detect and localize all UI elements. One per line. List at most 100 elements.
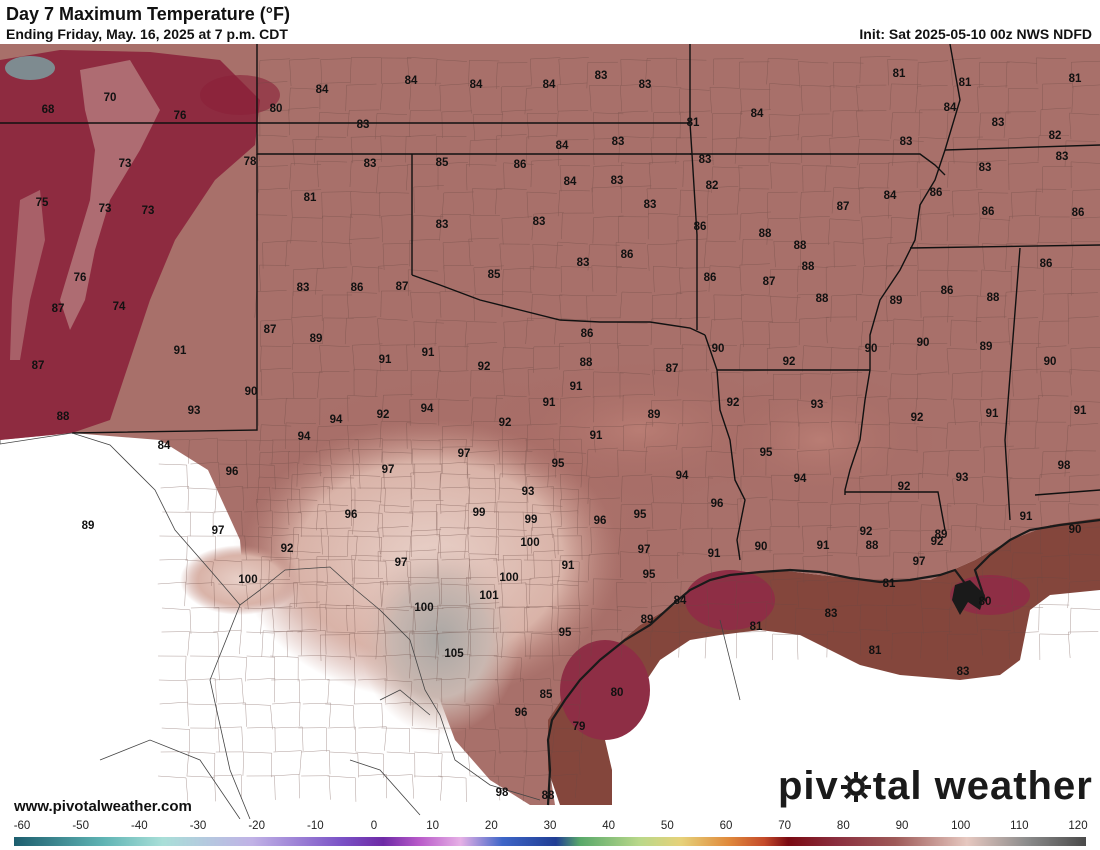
color-scale-gradient (14, 837, 1086, 846)
scale-tick-label: 120 (1068, 820, 1088, 832)
border-newmexico-texas (71, 154, 258, 434)
temperature-label: 97 (395, 557, 408, 569)
temperature-label: 94 (421, 403, 434, 415)
hottest-zone (360, 545, 520, 735)
rocky-mountain-cool-zone (0, 50, 260, 440)
gulf-coastline (546, 518, 1100, 806)
border-illinois-missouri (944, 44, 961, 151)
temperature-label: 96 (594, 515, 607, 527)
temperature-label: 83 (992, 117, 1005, 129)
temperature-label: 90 (712, 343, 725, 355)
temperature-label: 92 (478, 361, 491, 373)
temperature-label: 89 (82, 520, 95, 532)
temperature-label: 87 (264, 324, 277, 336)
temperature-label: 74 (113, 301, 126, 313)
border-mississippi-river (844, 149, 946, 495)
temperature-label: 83 (639, 79, 652, 91)
temperature-label: 84 (884, 190, 897, 202)
scale-tick-label: 10 (426, 820, 440, 832)
scale-tick-label: 20 (484, 820, 498, 832)
mexico-border (0, 432, 741, 819)
temperature-label: 88 (802, 261, 815, 273)
temperature-label: 86 (704, 272, 717, 284)
scale-tick-label: 100 (951, 820, 971, 832)
temperature-label: 83 (533, 216, 546, 228)
temperature-map[interactable]: 68 70 76 80 84 84 84 84 83 83 81 81 83 84 83 81 73 78 84 83… (0, 44, 1100, 819)
scale-tick-label: -60 (13, 820, 31, 832)
temperature-label: 88 (816, 293, 829, 305)
temperature-label: 97 (382, 464, 395, 476)
scale-tick-label: 0 (370, 820, 378, 832)
temperature-label: 81 (959, 77, 972, 89)
temperature-label: 85 (436, 157, 449, 169)
border-missouri-arkansas (690, 153, 946, 176)
scale-tick-label: 80 (836, 820, 850, 832)
temperature-label: 73 (142, 205, 155, 217)
temperature-label: 84 (944, 102, 957, 114)
scale-tick-label: 50 (660, 820, 674, 832)
temperature-label: 81 (1069, 73, 1082, 85)
temperature-label: 80 (979, 596, 992, 608)
temperature-label: 90 (865, 343, 878, 355)
temperature-label: 91 (422, 347, 435, 359)
temperature-label: 92 (860, 526, 873, 538)
temperature-label: 95 (760, 447, 773, 459)
temperature-label: 76 (74, 272, 87, 284)
temperature-label: 83 (364, 158, 377, 170)
bigbend-warm (180, 545, 300, 615)
temperature-label: 87 (32, 360, 45, 372)
temperature-label: 100 (520, 537, 539, 549)
temperature-label: 83 (825, 608, 838, 620)
temperature-label: 88 (759, 228, 772, 240)
temperature-label: 86 (941, 285, 954, 297)
map-header: Day 7 Maximum Temperature (°F) Ending Fr… (0, 0, 1100, 44)
temperature-label: 84 (405, 75, 418, 87)
temperature-label: 81 (750, 621, 763, 633)
temperature-label: 73 (119, 158, 132, 170)
temperature-label: 84 (564, 176, 577, 188)
temperature-label: 83 (611, 175, 624, 187)
mountain-light-streaks (60, 60, 160, 330)
temperature-label: 81 (304, 192, 317, 204)
temperature-label: 88 (987, 292, 1000, 304)
border-tennessee (909, 244, 1100, 249)
brand-text-left: piv (778, 764, 839, 808)
temperature-label: 100 (499, 572, 518, 584)
temperature-label: 93 (188, 405, 201, 417)
gear-icon (840, 772, 871, 802)
border-texas-louisiana (704, 334, 746, 561)
temperature-label: 81 (883, 578, 896, 590)
temperature-label: 79 (573, 721, 586, 733)
temperature-label: 83 (595, 70, 608, 82)
temperature-label: 85 (540, 689, 553, 701)
temperature-label: 93 (956, 472, 969, 484)
temperature-label: 97 (638, 544, 651, 556)
cold-peak-spot (5, 56, 55, 80)
border-louisiana-mississippi (845, 491, 946, 531)
temperature-label: 83 (357, 119, 370, 131)
temperature-label: 81 (869, 645, 882, 657)
gulf-hot-spot-1 (685, 570, 775, 630)
scale-tick-label: 30 (543, 820, 557, 832)
scale-tick-label: 40 (602, 820, 616, 832)
temperature-label: 95 (634, 509, 647, 521)
temperature-label: 80 (611, 687, 624, 699)
temperature-label: 96 (711, 498, 724, 510)
scale-tick-label: -50 (72, 820, 89, 832)
temperature-label: 84 (316, 84, 329, 96)
temperature-label: 105 (444, 648, 464, 660)
border-kentucky-tennessee (944, 144, 1100, 151)
temperature-label: 100 (414, 602, 433, 614)
temperature-label: 91 (986, 408, 999, 420)
temperature-label: 87 (763, 276, 776, 288)
temperature-label: 68 (42, 104, 55, 116)
color-scale-legend: -60 -50 -40 -30 -20 -10 0 10 20 30 40 50 60 70 80 90 100… (0, 819, 1100, 850)
warm-band-la (700, 370, 940, 510)
temperature-label: 87 (396, 281, 409, 293)
temperature-label: 83 (699, 154, 712, 166)
temperature-label: 86 (982, 206, 995, 218)
brand-text-right: tal weather (872, 764, 1093, 808)
temperature-labels: 68 70 76 80 84 84 84 84 83 83 81 81 83 84 83 81 73 78 84 83… (32, 68, 1087, 802)
temperature-label: 92 (898, 481, 911, 493)
temperature-label: 91 (1074, 405, 1087, 417)
